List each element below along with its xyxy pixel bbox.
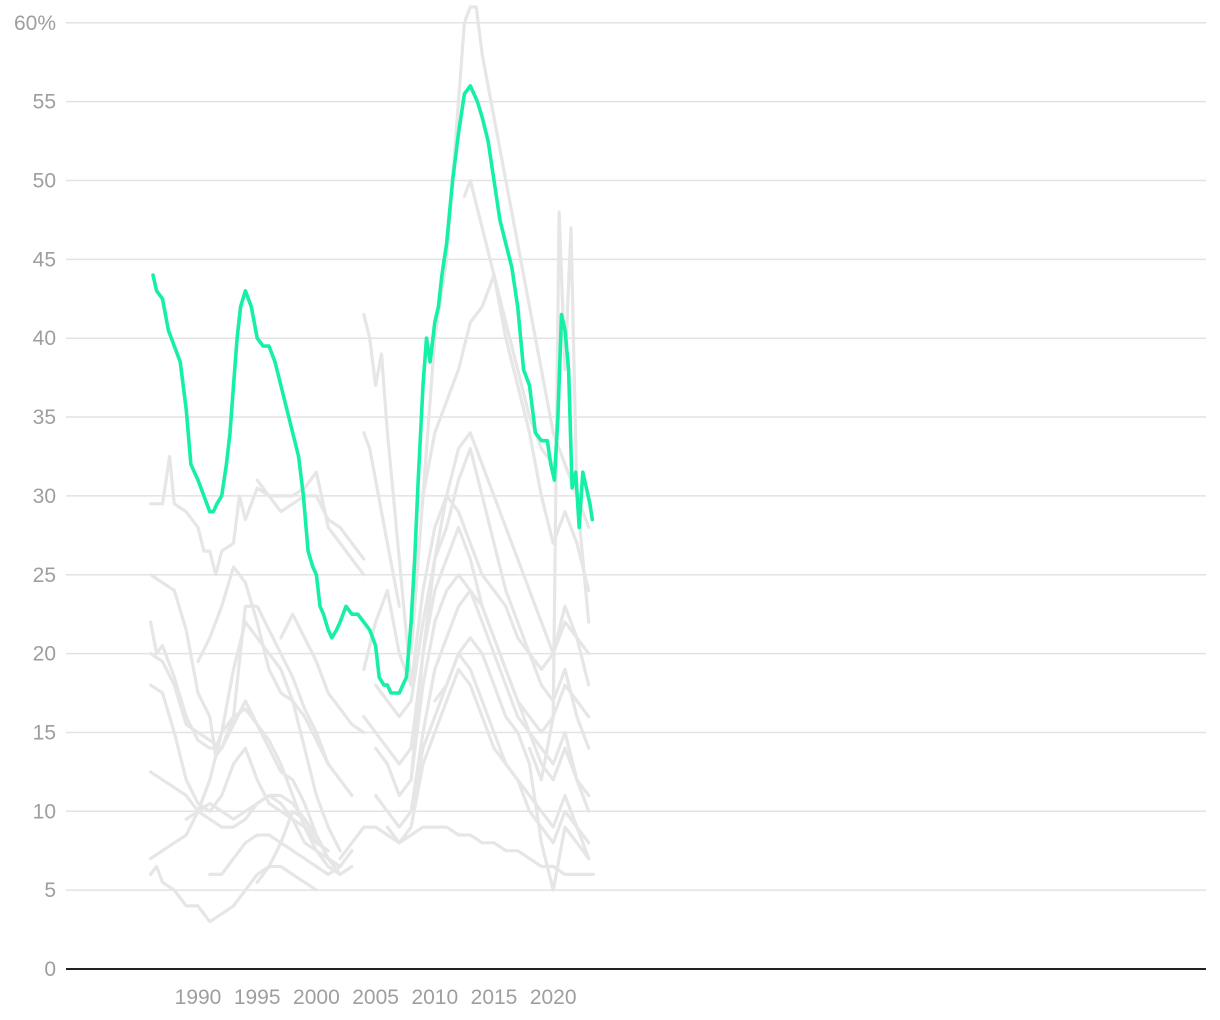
- background-series-line: [362, 431, 401, 608]
- background-series-line: [255, 809, 354, 884]
- background-series-line: [149, 573, 354, 798]
- background-series-line: [149, 454, 366, 577]
- x-tick-label: 1990: [175, 986, 222, 1009]
- background-series-line: [362, 494, 591, 687]
- highlight-series: [151, 84, 595, 695]
- background-series-line: [527, 210, 591, 782]
- y-tick-label: 35: [33, 406, 56, 429]
- y-tick-label: 0: [44, 958, 56, 981]
- background-series-line: [149, 770, 330, 861]
- background-series-line: [409, 431, 591, 782]
- y-tick-label: 20: [33, 643, 56, 666]
- background-series-lines: [149, 5, 596, 924]
- background-series-line: [374, 652, 591, 845]
- background-series-line: [255, 478, 366, 561]
- background-series-line: [149, 652, 342, 869]
- x-tick-label: 2005: [352, 986, 399, 1009]
- background-series-line: [421, 273, 591, 593]
- y-tick-label: 40: [33, 327, 56, 350]
- y-tick-label: 60%: [14, 12, 56, 35]
- y-tick-label: 30: [33, 485, 56, 508]
- x-tick-label: 2015: [471, 986, 518, 1009]
- background-series-line: [149, 864, 318, 924]
- highlight-series-line: [151, 84, 595, 695]
- background-series-line: [196, 565, 342, 782]
- y-tick-label: 5: [44, 879, 56, 902]
- background-series-line: [149, 793, 330, 861]
- y-tick-label: 10: [33, 800, 56, 823]
- background-series-line: [279, 612, 366, 735]
- background-series-line: [433, 636, 591, 892]
- y-tick-label: 55: [33, 91, 56, 114]
- background-series-line: [409, 588, 591, 813]
- y-tick-label: 15: [33, 721, 56, 744]
- background-series-line: [462, 178, 555, 466]
- background-series-line: [385, 667, 591, 861]
- x-tick-label: 2000: [293, 986, 340, 1009]
- x-tick-label: 2020: [530, 986, 577, 1009]
- x-tick-label: 1995: [234, 986, 281, 1009]
- x-axis-tick-labels: 1990 1995 2000 2005 2010 2015 2020: [175, 986, 577, 1009]
- y-tick-label: 50: [33, 170, 56, 193]
- x-tick-label: 2010: [411, 986, 458, 1009]
- y-tick-label: 25: [33, 564, 56, 587]
- y-tick-label: 45: [33, 248, 56, 271]
- background-series-line: [362, 312, 413, 687]
- grid-lines: [66, 22, 1206, 891]
